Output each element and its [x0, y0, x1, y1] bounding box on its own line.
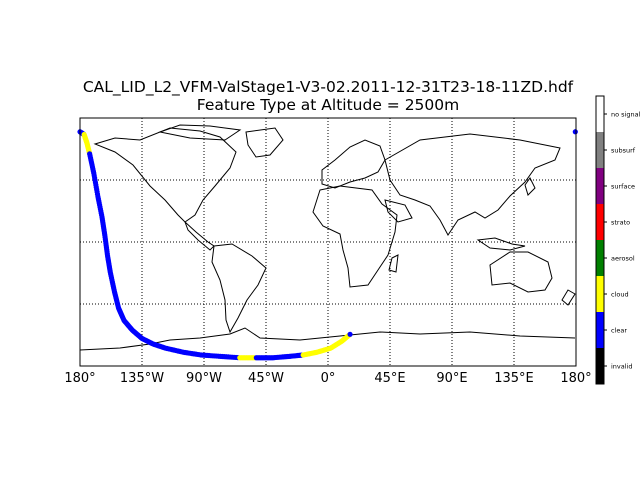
colorbar-frame	[595, 95, 605, 385]
calipso-track	[77, 129, 578, 361]
colorbar-label: invalid	[611, 363, 633, 371]
lon-tick-label: 135°W	[120, 371, 164, 386]
australia-coast	[489, 251, 553, 293]
colorbar-segment	[596, 96, 604, 132]
europe-coast	[321, 139, 386, 189]
colorbar-label: subsurf	[611, 147, 636, 155]
greenland-coast	[245, 127, 284, 158]
colorbar-segment	[596, 348, 604, 384]
colorbar-segment	[596, 276, 604, 312]
japan-coast	[524, 177, 536, 196]
madagascar-coast	[388, 254, 399, 273]
colorbar-segment	[596, 312, 604, 348]
lon-tick-label: 90°W	[186, 371, 222, 386]
central-america-coast	[184, 221, 215, 251]
lon-tick-label: 180°	[560, 371, 591, 386]
lon-tick-labels: 180° 135°W 90°W 45°W 0° 45°E 90°E 135°E 180°	[64, 371, 591, 386]
south-america-coast	[211, 243, 267, 334]
colorbar-segment	[596, 132, 604, 168]
indonesia-coast	[476, 237, 526, 251]
colorbar-segment	[596, 204, 604, 240]
north-america-coast	[93, 127, 237, 223]
new-zealand-coast	[561, 289, 576, 306]
map-frame	[79, 117, 577, 367]
plot-subtitle: Feature Type at Altitude = 2500m	[196, 96, 460, 114]
africa-coast	[312, 185, 398, 288]
colorbar-label: strato	[611, 219, 630, 227]
graticule	[80, 118, 576, 366]
colorbar: invalid clear cloud aerosol strato surface sub…	[595, 95, 640, 385]
track-point	[347, 331, 353, 337]
arabia-coast	[384, 199, 413, 223]
track-point	[572, 129, 578, 135]
lon-tick-label: 90°E	[436, 371, 467, 386]
colorbar-label: cloud	[611, 291, 629, 299]
colorbar-label: no signal	[611, 111, 640, 119]
colorbar-segment	[596, 240, 604, 276]
lon-tick-label: 45°E	[374, 371, 405, 386]
lon-tick-label: 0°	[321, 371, 336, 386]
colorbar-label: clear	[611, 327, 627, 335]
colorbar-label: surface	[611, 183, 635, 191]
plot-title: CAL_LID_L2_VFM-ValStage1-V3-02.2011-12-3…	[82, 78, 574, 96]
arctic-islands-coast	[158, 124, 242, 141]
lon-tick-label: 45°W	[248, 371, 284, 386]
lon-tick-label: 135°E	[494, 371, 534, 386]
colorbar-label: aerosol	[611, 255, 635, 263]
lon-tick-label: 180°	[64, 371, 95, 386]
colorbar-segment	[596, 168, 604, 204]
asia-coast	[384, 133, 561, 236]
